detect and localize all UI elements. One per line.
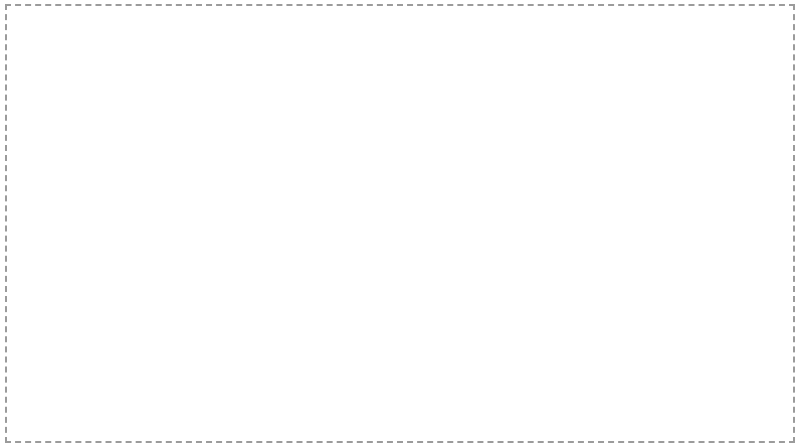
- concentration-time-chart: [233, 34, 613, 249]
